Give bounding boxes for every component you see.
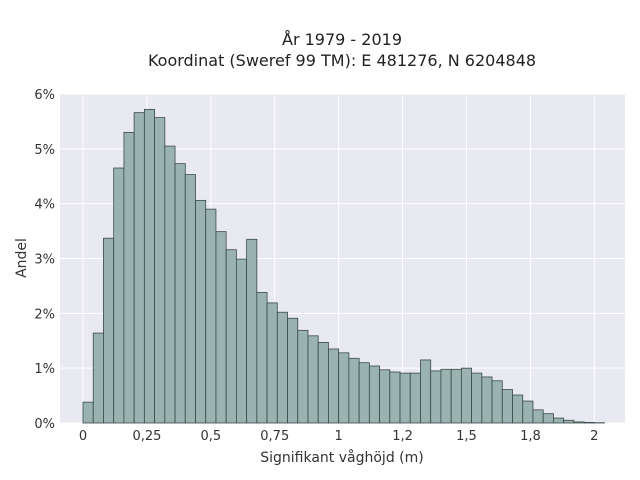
histogram-bar bbox=[225, 249, 237, 424]
histogram-bar bbox=[542, 413, 554, 424]
histogram-bar bbox=[307, 335, 319, 424]
histogram-bar bbox=[184, 174, 196, 424]
histogram-bar bbox=[348, 357, 360, 424]
y-tick-label: 6% bbox=[34, 88, 55, 103]
histogram-bar bbox=[205, 208, 217, 424]
y-tick-label: 3% bbox=[34, 253, 55, 268]
histogram-bar bbox=[420, 359, 432, 424]
histogram-bar bbox=[236, 258, 248, 424]
histogram-bar bbox=[563, 419, 575, 424]
chart-title: År 1979 - 2019 bbox=[282, 30, 402, 49]
histogram-bar bbox=[553, 417, 565, 424]
x-tick-label: 1,5 bbox=[456, 429, 477, 444]
histogram-bar bbox=[450, 368, 462, 424]
x-axis-ticks: 0 0,25 0,5 0,75 1 1,2 1,5 1,8 2 bbox=[79, 429, 599, 444]
histogram-bar bbox=[154, 117, 166, 424]
x-tick-label: 0,75 bbox=[260, 429, 289, 444]
histogram-bar bbox=[297, 329, 309, 424]
histogram-bar bbox=[460, 367, 473, 424]
histogram-bar bbox=[317, 341, 329, 424]
histogram-bar bbox=[287, 317, 299, 424]
histogram-bar bbox=[164, 145, 176, 424]
histogram-bar bbox=[501, 389, 513, 424]
y-tick-label: 1% bbox=[34, 362, 55, 377]
bar-series bbox=[82, 108, 605, 424]
histogram-bar bbox=[113, 167, 125, 424]
histogram-bar bbox=[399, 372, 411, 424]
x-tick-label: 2 bbox=[590, 429, 598, 444]
y-tick-label: 5% bbox=[34, 143, 55, 158]
x-tick-label: 1 bbox=[335, 429, 343, 444]
histogram-bar bbox=[246, 238, 258, 424]
histogram-bar bbox=[338, 352, 350, 424]
histogram-bar bbox=[358, 362, 370, 424]
histogram-bar bbox=[368, 365, 380, 424]
histogram-bar bbox=[409, 372, 421, 424]
histogram-bar bbox=[512, 394, 524, 424]
x-axis-label: Signifikant våghöjd (m) bbox=[260, 449, 423, 466]
histogram-bar bbox=[133, 112, 145, 424]
histogram-bar bbox=[491, 380, 503, 424]
histogram-bar bbox=[481, 376, 493, 424]
x-tick-label: 1,8 bbox=[520, 429, 541, 444]
histogram-bar bbox=[276, 311, 288, 424]
histogram-bar bbox=[379, 369, 391, 424]
y-axis-label: Andel bbox=[14, 238, 30, 278]
histogram-bar bbox=[215, 231, 227, 424]
histogram-bar bbox=[266, 302, 278, 424]
histogram-bar bbox=[195, 199, 207, 424]
histogram-bar bbox=[573, 421, 585, 424]
histogram-bar bbox=[92, 332, 104, 424]
histogram-bar bbox=[174, 163, 186, 424]
histogram-bar bbox=[583, 422, 595, 424]
x-tick-label: 0,5 bbox=[200, 429, 221, 444]
x-tick-label: 0 bbox=[79, 429, 87, 444]
histogram-bar bbox=[430, 370, 442, 424]
histogram-bar bbox=[389, 371, 401, 424]
histogram-bar bbox=[143, 108, 155, 424]
histogram-bar bbox=[471, 372, 483, 424]
histogram-bar bbox=[82, 401, 94, 424]
y-tick-label: 2% bbox=[34, 307, 55, 322]
histogram-bar bbox=[440, 368, 452, 424]
histogram-bar bbox=[256, 292, 268, 424]
histogram-bar bbox=[123, 131, 135, 424]
histogram-bar bbox=[522, 400, 534, 424]
histogram-bar bbox=[532, 409, 544, 424]
chart-subtitle: Koordinat (Sweref 99 TM): E 481276, N 62… bbox=[148, 51, 536, 70]
y-tick-label: 4% bbox=[34, 198, 55, 213]
x-tick-label: 1,2 bbox=[392, 429, 413, 444]
y-tick-label: 0% bbox=[34, 417, 55, 432]
x-tick-label: 0,25 bbox=[132, 429, 161, 444]
y-axis-ticks: 0% 1% 2% 3% 4% 5% 6% bbox=[34, 88, 55, 432]
histogram-bar bbox=[103, 237, 115, 424]
histogram-bar bbox=[328, 348, 340, 424]
